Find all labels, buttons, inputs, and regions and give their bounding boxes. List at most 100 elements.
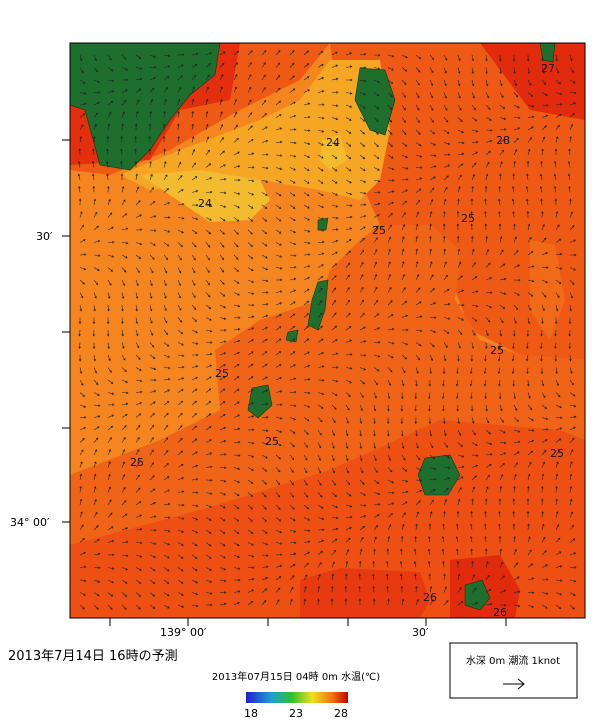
current-arrow (289, 467, 294, 473)
current-arrow (247, 363, 254, 368)
current-arrow (373, 249, 378, 256)
current-arrow (191, 111, 194, 118)
current-arrow (471, 276, 478, 281)
current-arrow (261, 416, 269, 419)
current-arrow (289, 575, 295, 581)
current-arrow (373, 67, 381, 70)
current-arrow (373, 154, 380, 159)
current-arrow (399, 561, 403, 568)
legend-text: 水深 0m 潮流 1knot (466, 654, 560, 667)
current-arrow (135, 436, 140, 443)
current-arrow (345, 287, 350, 293)
current-arrow (261, 363, 268, 368)
current-arrow (345, 52, 353, 56)
current-arrow (317, 167, 324, 172)
current-arrow (527, 251, 534, 256)
current-arrow (93, 461, 97, 468)
current-arrow (345, 227, 353, 231)
current-arrow (498, 498, 502, 506)
current-arrow (191, 229, 198, 234)
current-arrow (387, 524, 392, 531)
current-arrow (345, 204, 353, 207)
current-arrow (555, 292, 560, 299)
current-arrow (513, 590, 521, 594)
current-arrow (526, 510, 530, 518)
current-arrow (373, 340, 381, 344)
current-arrow (261, 192, 268, 196)
current-arrow (387, 261, 391, 268)
current-arrow (105, 161, 109, 168)
current-arrow (541, 449, 547, 456)
current-arrow (135, 304, 138, 312)
current-arrow (373, 524, 379, 531)
current-arrow (289, 529, 297, 533)
current-arrow (442, 235, 446, 243)
current-arrow (513, 451, 520, 456)
current-arrow (485, 291, 493, 294)
current-arrow (541, 592, 549, 595)
current-arrow (499, 486, 503, 493)
current-arrow (415, 454, 421, 461)
current-arrow (121, 486, 126, 493)
current-arrow (429, 454, 435, 460)
current-arrow (191, 63, 198, 68)
current-arrow (471, 248, 475, 256)
current-arrow (233, 138, 239, 143)
contour-label: 24 (326, 136, 340, 149)
current-arrow (205, 592, 213, 595)
current-arrow (219, 242, 225, 248)
current-arrow (219, 542, 226, 547)
current-arrow (261, 314, 269, 318)
current-arrow (569, 292, 573, 299)
current-arrow (261, 429, 269, 432)
current-arrow (289, 50, 295, 56)
current-arrow (163, 579, 170, 584)
current-arrow (457, 303, 465, 307)
current-arrow (149, 242, 156, 246)
current-arrow (163, 65, 171, 68)
current-arrow (107, 425, 114, 431)
current-arrow (415, 467, 422, 471)
current-arrow (345, 454, 349, 462)
current-arrow (457, 289, 465, 293)
current-arrow (415, 367, 419, 374)
current-arrow (499, 79, 503, 87)
current-arrow (205, 86, 209, 93)
current-arrow (177, 216, 185, 220)
current-arrow (233, 62, 239, 68)
current-arrow (527, 577, 535, 581)
current-arrow (401, 79, 407, 85)
current-arrow (163, 567, 170, 572)
current-arrow (177, 135, 180, 143)
current-arrow (289, 351, 296, 356)
current-arrow (317, 479, 322, 486)
current-arrow (415, 129, 421, 135)
current-arrow (527, 485, 530, 493)
current-arrow (569, 392, 576, 397)
current-arrow (303, 417, 310, 422)
current-arrow (555, 579, 563, 582)
current-arrow (289, 390, 297, 394)
current-arrow (233, 165, 241, 168)
current-arrow (331, 167, 338, 172)
current-arrow (429, 165, 437, 168)
current-arrow (121, 414, 128, 418)
current-arrow (135, 88, 142, 93)
current-arrow (149, 54, 157, 58)
current-arrow (498, 342, 502, 350)
current-arrow (443, 600, 449, 606)
current-arrow (261, 588, 268, 593)
current-arrow (219, 479, 227, 483)
current-arrow (443, 354, 447, 362)
current-arrow (540, 354, 543, 362)
current-arrow (359, 326, 366, 331)
current-arrow (331, 228, 339, 231)
current-arrow (79, 279, 85, 285)
current-arrow (484, 510, 487, 518)
current-arrow (205, 341, 213, 344)
current-arrow (569, 437, 575, 443)
current-arrow (121, 241, 129, 245)
current-arrow (345, 339, 353, 343)
current-arrow (555, 404, 562, 409)
